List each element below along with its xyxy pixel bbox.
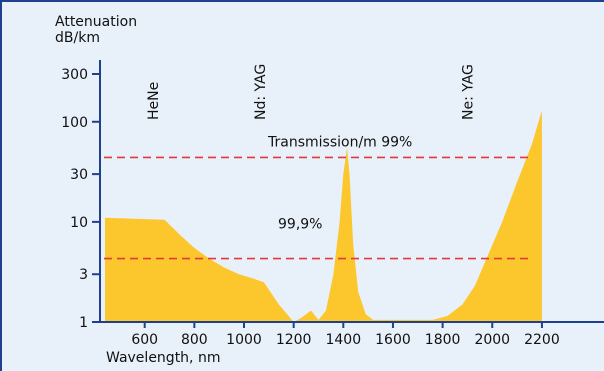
y-tick-label: 30 xyxy=(70,167,88,183)
annotation-transmission: Transmission/m 99% xyxy=(267,134,412,150)
annotation-laser-1: HeNe xyxy=(146,82,162,120)
y-tick-label: 3 xyxy=(79,267,88,283)
x-tick-label: 800 xyxy=(181,332,208,348)
y-axis-label-line1: Attenuation xyxy=(55,14,137,30)
x-ticks: 600 800 1000 1200 1400 1600 1800 2000 2200 xyxy=(131,322,560,348)
y-tick-label: 10 xyxy=(70,215,88,231)
axes xyxy=(99,60,604,323)
x-tick-label: 2200 xyxy=(524,332,560,348)
y-tick-label: 1 xyxy=(79,315,88,331)
y-tick-label: 100 xyxy=(61,115,88,131)
x-tick-label: 1200 xyxy=(276,332,312,348)
y-axis-label-line2: dB/km xyxy=(55,30,100,46)
annotations: HeNe Nd: YAG Ne: YAG Transmission/m 99% 99,9… xyxy=(146,64,477,233)
attenuation-area xyxy=(105,110,542,323)
area-layer xyxy=(105,110,542,323)
annotation-laser-3: Ne: YAG xyxy=(460,64,476,120)
x-tick-label: 1600 xyxy=(375,332,411,348)
x-axis-label: Wavelength, nm xyxy=(106,350,220,366)
reference-lines xyxy=(104,156,532,260)
x-tick-label: 1000 xyxy=(226,332,262,348)
frame-top-border xyxy=(0,0,604,2)
y-ticks: 1 3 10 30 100 300 xyxy=(61,67,100,331)
annotation-laser-2: Nd: YAG xyxy=(253,64,269,120)
x-tick-label: 1400 xyxy=(325,332,361,348)
x-tick-label: 2000 xyxy=(474,332,510,348)
axis-labels: Attenuation dB/km Wavelength, nm xyxy=(55,14,220,366)
annotation-99-9: 99,9% xyxy=(278,217,322,233)
x-tick-label: 1800 xyxy=(425,332,461,348)
x-tick-label: 600 xyxy=(131,332,158,348)
y-tick-label: 300 xyxy=(61,67,88,83)
frame-left-border xyxy=(0,0,2,371)
